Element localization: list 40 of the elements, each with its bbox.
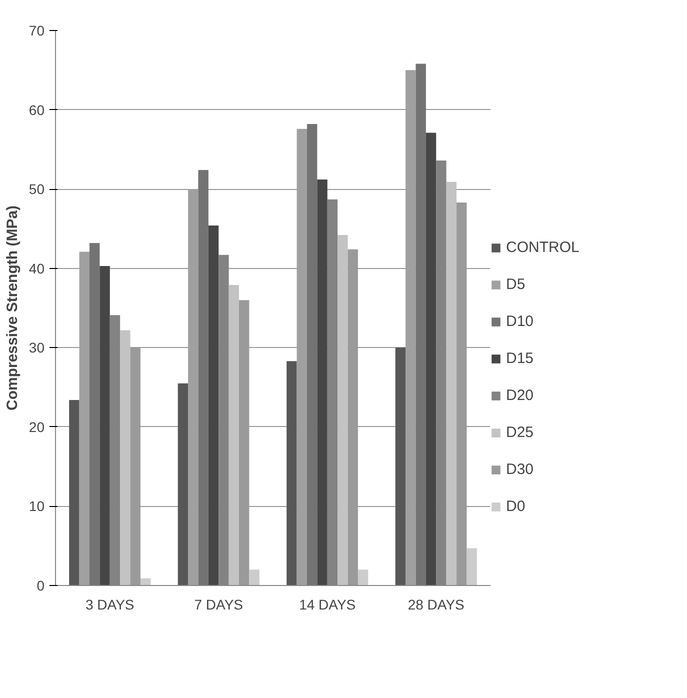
bar [89, 242, 100, 586]
y-tick-label: 20 [28, 418, 45, 435]
y-tick-label: 60 [28, 102, 45, 118]
bar [446, 182, 457, 586]
x-tick-label: 7 DAYS [194, 596, 244, 612]
y-tick-label: 0 [36, 578, 45, 594]
y-tick-label: 40 [28, 260, 45, 276]
legend-label: D10 [506, 313, 534, 330]
bar [395, 348, 406, 586]
bar [228, 285, 240, 586]
y-tick-label: 50 [28, 181, 45, 198]
bar [466, 548, 477, 586]
legend-label: D5 [506, 276, 526, 293]
bar [338, 235, 348, 586]
legend-label: D20 [506, 387, 534, 404]
bar [358, 570, 368, 586]
x-tick-label: 28 DAYS [408, 596, 464, 612]
legend-label: CONTROL [506, 239, 580, 256]
legend-label: D25 [506, 424, 534, 441]
bar [426, 132, 436, 586]
y-axis-title: Compressive Strength (MPa) [4, 205, 21, 411]
bar [120, 330, 130, 586]
legend-label: D0 [506, 498, 526, 515]
x-tick-label: 14 DAYS [299, 596, 356, 612]
bar [306, 124, 318, 586]
y-tick-label: 30 [28, 340, 45, 356]
bar [69, 400, 80, 586]
bar [286, 361, 297, 586]
y-tick-label: 10 [28, 498, 45, 514]
bar [208, 226, 219, 586]
bar [317, 180, 328, 586]
bar [178, 383, 188, 586]
legend-label: D30 [506, 461, 534, 478]
legend-label: D15 [506, 350, 534, 367]
bar [416, 64, 426, 586]
x-tick-label: 3 DAYS [85, 596, 134, 612]
bar [100, 266, 110, 586]
y-tick-label: 70 [28, 22, 45, 38]
bar [198, 170, 208, 586]
bar [249, 570, 260, 586]
